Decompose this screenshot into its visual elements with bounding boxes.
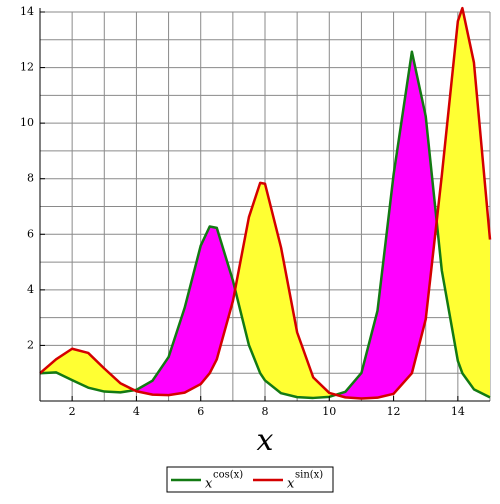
fill-area: [40, 8, 490, 398]
x-tick-label: 2: [69, 405, 76, 418]
y-tick-label: 4: [27, 283, 34, 296]
legend-base: x: [287, 477, 295, 492]
y-tick-label: 2: [27, 338, 34, 351]
y-tick-label: 10: [20, 116, 34, 129]
x-tick-label: 12: [387, 405, 401, 418]
legend-base: x: [205, 477, 213, 492]
x-tick-label: 10: [322, 405, 336, 418]
x-tick-label: 6: [197, 405, 204, 418]
legend-exponent: sin(x): [295, 470, 323, 481]
x-tick-label: 14: [451, 405, 465, 418]
y-tick-label: 12: [20, 61, 34, 74]
y-tick-label: 8: [27, 172, 34, 185]
series-line: [39, 6, 492, 400]
y-tick-label: 6: [27, 227, 34, 240]
series-line: [39, 50, 491, 400]
x-tick-label: 4: [133, 405, 140, 418]
x-axis-label: x: [257, 423, 274, 458]
x-tick-label: 8: [262, 405, 269, 418]
y-tick-label: 14: [20, 5, 34, 18]
legend-exponent: cos(x): [213, 470, 243, 481]
